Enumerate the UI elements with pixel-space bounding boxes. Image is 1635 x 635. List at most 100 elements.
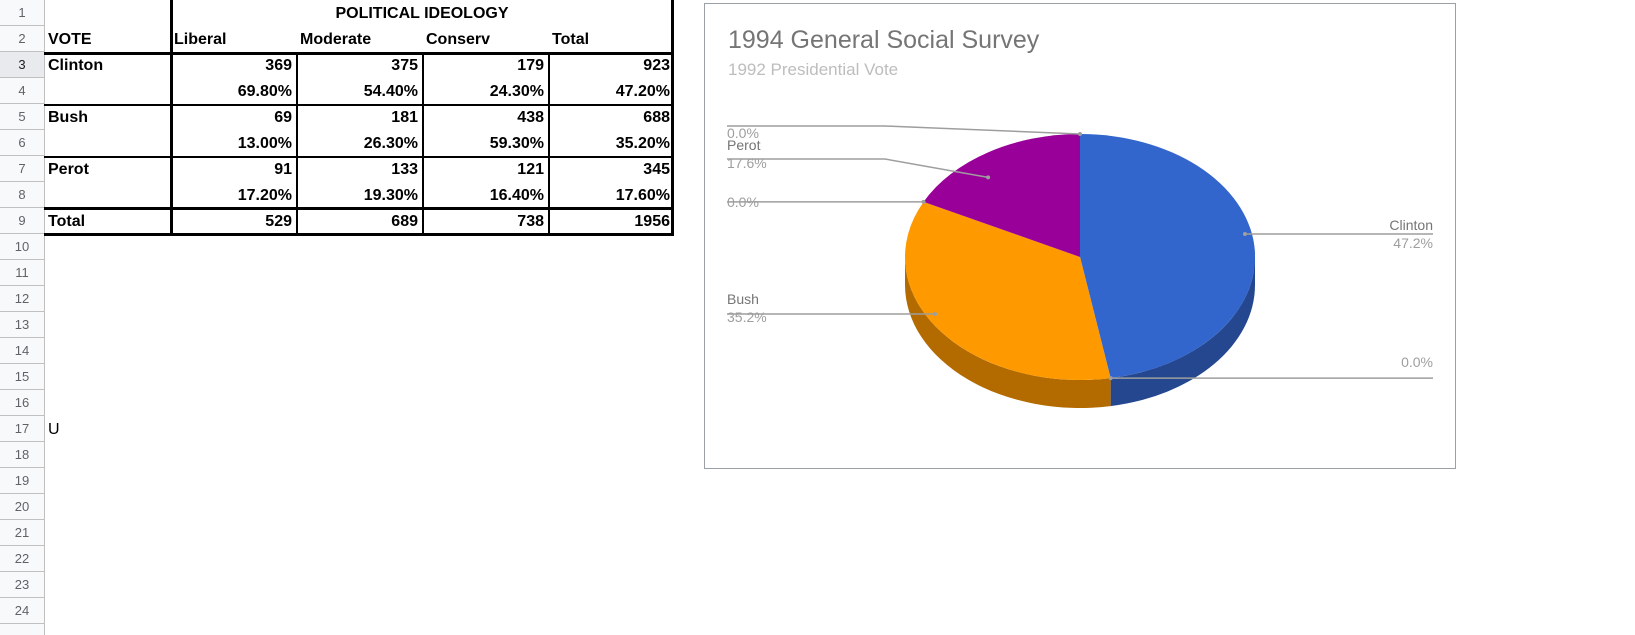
chart-subtitle: 1992 Presidential Vote (728, 60, 899, 79)
count-cell[interactable]: 688 (643, 109, 670, 126)
count-cell[interactable]: 923 (643, 57, 670, 74)
row-header-16[interactable]: 16 (0, 390, 44, 416)
row-header-14[interactable]: 14 (0, 338, 44, 364)
leader-perot-dot (986, 175, 991, 180)
value-zero-5: 0.0% (727, 125, 759, 141)
pie-slice-perot[interactable] (923, 134, 1080, 257)
row-header-21[interactable]: 21 (0, 520, 44, 546)
row-header-5[interactable]: 5 (0, 104, 44, 130)
pie-slice-bush[interactable] (905, 201, 1111, 380)
row-header-15[interactable]: 15 (0, 364, 44, 390)
count-cell[interactable]: 438 (517, 109, 544, 126)
label-bush: Bush (727, 291, 759, 307)
row-header-13[interactable]: 13 (0, 312, 44, 338)
value-bush: 35.2% (727, 309, 767, 325)
group-header[interactable]: POLITICAL IDEOLOGY (335, 5, 509, 22)
leader-bush-dot (933, 312, 937, 316)
count-cell[interactable]: 91 (274, 161, 292, 178)
table-vrule (170, 0, 173, 236)
percent-cell[interactable]: 13.00% (237, 135, 292, 152)
row-header-8[interactable]: 8 (0, 182, 44, 208)
row-header-17[interactable]: 17 (0, 416, 44, 442)
label-clinton: Clinton (1389, 217, 1433, 233)
total-cell[interactable]: 529 (265, 213, 292, 230)
leader-perot (727, 158, 989, 179)
table-vrule (548, 52, 550, 236)
value-clinton: 47.2% (1393, 235, 1433, 251)
leader-zero-5 (727, 125, 1081, 135)
row-header-19[interactable]: 19 (0, 468, 44, 494)
leader-clinton-dot (1242, 232, 1247, 236)
percent-cell[interactable]: 54.40% (363, 83, 418, 100)
row-header-23[interactable]: 23 (0, 572, 44, 598)
value-zero-1: 0.0% (1401, 354, 1433, 370)
count-cell[interactable]: 375 (391, 57, 418, 74)
percent-cell[interactable]: 16.40% (489, 187, 544, 204)
row-header-11[interactable]: 11 (0, 260, 44, 286)
percent-cell[interactable]: 35.20% (615, 135, 670, 152)
count-cell[interactable]: 69 (274, 109, 292, 126)
chart-title: 1994 General Social Survey (728, 26, 1040, 54)
table-rule (44, 156, 674, 158)
candidate-bush[interactable]: Bush (48, 109, 88, 126)
percent-cell[interactable]: 24.30% (489, 83, 544, 100)
row-header-7[interactable]: 7 (0, 156, 44, 182)
row-header-20[interactable]: 20 (0, 494, 44, 520)
stray-cell[interactable]: U (48, 421, 60, 438)
column-header-liberal[interactable]: Liberal (174, 31, 227, 48)
value-zero-3: 0.0% (727, 194, 759, 210)
percent-cell[interactable]: 59.30% (489, 135, 544, 152)
row-headers: 1 2 3 4 5 6 7 8 9 10 11 12 13 14 15 16 17 18 19 20 21 22 23 24 (0, 0, 45, 635)
percent-cell[interactable]: 26.30% (363, 135, 418, 152)
percent-cell[interactable]: 17.20% (237, 187, 292, 204)
column-header-conserv[interactable]: Conserv (426, 31, 491, 48)
table-rule (44, 233, 674, 236)
percent-cell[interactable]: 19.30% (363, 187, 418, 204)
label-perot: Perot (727, 137, 761, 153)
table-rule (44, 207, 674, 210)
count-cell[interactable]: 369 (265, 57, 292, 74)
column-header-total[interactable]: Total (552, 31, 590, 48)
candidate-clinton[interactable]: Clinton (48, 57, 104, 74)
row-header-12[interactable]: 12 (0, 286, 44, 312)
row-header-3[interactable]: 3 (0, 52, 44, 78)
percent-cell[interactable]: 17.60% (615, 187, 670, 204)
row-header-4[interactable]: 4 (0, 78, 44, 104)
percent-cell[interactable]: 69.80% (237, 83, 292, 100)
leader-zero-5-dot (1078, 132, 1082, 136)
count-cell[interactable]: 179 (517, 57, 544, 74)
pie-side-bush (905, 257, 1111, 408)
percent-cell[interactable]: 47.20% (615, 83, 670, 100)
candidate-perot[interactable]: Perot (48, 161, 89, 178)
total-cell[interactable]: 689 (391, 213, 418, 230)
table-rule (44, 104, 674, 106)
value-perot: 17.6% (727, 155, 767, 171)
table-vrule (422, 52, 424, 236)
leader-zero-1-dot (1108, 376, 1113, 381)
table-rule (44, 52, 674, 55)
vote-header[interactable]: VOTE (48, 31, 92, 48)
row-header-18[interactable]: 18 (0, 442, 44, 468)
row-header-10[interactable]: 10 (0, 234, 44, 260)
total-cell[interactable]: 738 (517, 213, 544, 230)
count-cell[interactable]: 181 (391, 109, 418, 126)
pie-slice-clinton[interactable] (1080, 134, 1255, 379)
total-cell[interactable]: 1956 (634, 213, 670, 230)
total-label[interactable]: Total (48, 213, 86, 230)
pie-side-clinton (1110, 257, 1255, 407)
row-header-22[interactable]: 22 (0, 546, 44, 572)
table-vrule (671, 0, 674, 236)
row-header-24[interactable]: 24 (0, 598, 44, 624)
count-cell[interactable]: 345 (643, 161, 670, 178)
count-cell[interactable]: 121 (517, 161, 544, 178)
count-cell[interactable]: 133 (391, 161, 418, 178)
table-vrule (296, 52, 298, 236)
pie-chart[interactable]: 1994 General Social Survey 1992 Presiden… (704, 3, 1456, 469)
row-header-9[interactable]: 9 (0, 208, 44, 234)
column-header-moderate[interactable]: Moderate (300, 31, 372, 48)
leader-zero-3-dot (921, 199, 926, 204)
row-header-2[interactable]: 2 (0, 26, 44, 52)
row-header-6[interactable]: 6 (0, 130, 44, 156)
row-header-1[interactable]: 1 (0, 0, 44, 26)
pie-svg: Clinton47.2%0.0%Bush35.2%0.0%Perot17.6%0… (727, 125, 1433, 408)
